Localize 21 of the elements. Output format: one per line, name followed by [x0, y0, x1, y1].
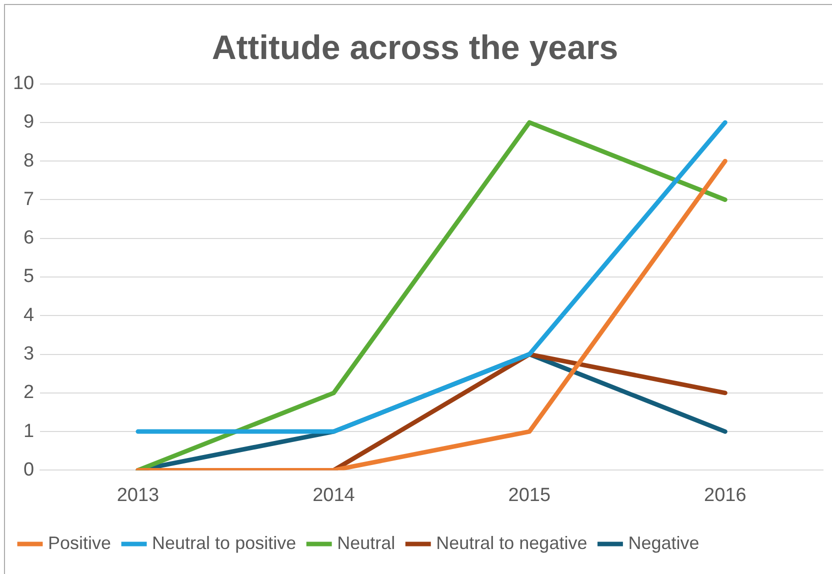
- legend-label: Neutral to negative: [436, 532, 588, 553]
- y-tick-label: 10: [12, 73, 34, 94]
- chart-title: Attitude across the years: [212, 28, 618, 67]
- x-tick-label: 2013: [116, 484, 160, 506]
- legend-label: Positive: [48, 532, 112, 553]
- y-tick-label: 7: [24, 188, 34, 210]
- y-tick-label: 1: [24, 420, 34, 442]
- y-tick-label: 3: [24, 344, 34, 365]
- y-tick-label: 8: [24, 150, 34, 172]
- legend-label: Negative: [628, 532, 700, 553]
- y-tick-label: 6: [24, 228, 34, 249]
- x-tick-label: 2015: [508, 484, 551, 506]
- legend-label: Neutral: [337, 532, 396, 553]
- x-tick-label: 2014: [312, 484, 356, 506]
- x-tick-label: 2016: [704, 484, 746, 506]
- y-tick-label: 2: [24, 382, 34, 404]
- y-tick-label: 4: [24, 304, 35, 326]
- y-tick-label: 5: [24, 266, 34, 288]
- y-tick-label: 0: [24, 459, 34, 480]
- y-tick-label: 9: [24, 112, 34, 133]
- legend-label: Neutral to positive: [152, 532, 296, 553]
